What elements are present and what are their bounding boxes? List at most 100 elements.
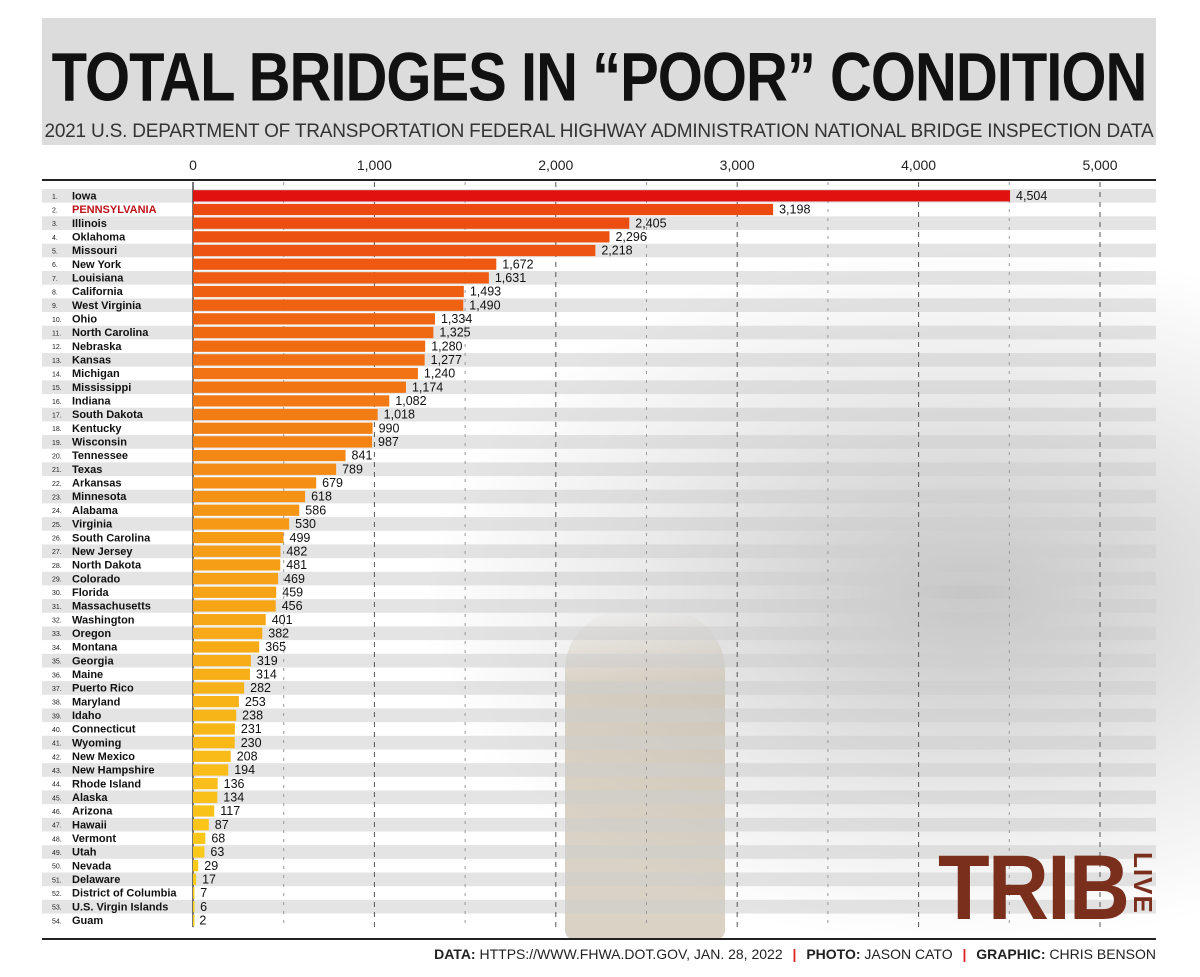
category-label: Massachusetts xyxy=(72,601,151,613)
bar xyxy=(193,408,378,421)
rank-label: 42. xyxy=(52,754,62,761)
bar xyxy=(193,518,290,530)
rank-label: 8. xyxy=(52,289,58,296)
category-label: Ohio xyxy=(72,314,97,326)
category-label: North Carolina xyxy=(72,327,149,339)
value-label: 382 xyxy=(268,626,289,640)
value-label: 231 xyxy=(241,722,262,736)
category-label: West Virginia xyxy=(72,300,142,312)
bar xyxy=(193,873,197,885)
rank-label: 33. xyxy=(52,631,62,638)
category-label: Florida xyxy=(72,587,110,599)
row-stripe xyxy=(42,817,1156,832)
row-stripe xyxy=(42,626,1156,641)
category-label: Wyoming xyxy=(72,737,121,749)
value-label: 63 xyxy=(210,845,224,859)
rank-label: 32. xyxy=(52,618,62,625)
bar xyxy=(193,723,235,735)
rank-label: 40. xyxy=(52,727,62,734)
x-tick-label: 3,000 xyxy=(720,157,755,173)
value-label: 68 xyxy=(211,831,225,845)
category-label: Utah xyxy=(72,847,97,859)
rank-label: 22. xyxy=(52,481,62,488)
value-label: 679 xyxy=(322,476,343,490)
category-label: Tennessee xyxy=(72,450,128,462)
rank-label: 18. xyxy=(52,426,62,433)
rank-label: 25. xyxy=(52,522,62,529)
bar xyxy=(193,258,497,270)
category-label: Puerto Rico xyxy=(72,683,134,695)
bar xyxy=(193,449,346,462)
x-tick-label: 1,000 xyxy=(357,157,392,173)
category-label: Connecticut xyxy=(72,724,136,736)
chart-subtitle: 2021 U.S. DEPARTMENT OF TRANSPORTATION F… xyxy=(44,121,1154,142)
rank-label: 31. xyxy=(52,604,62,611)
rank-label: 2. xyxy=(52,207,58,214)
bar xyxy=(193,832,206,844)
rank-label: 1. xyxy=(52,194,58,201)
category-label: District of Columbia xyxy=(72,888,177,900)
value-label: 1,277 xyxy=(431,353,462,367)
rank-label: 26. xyxy=(52,536,62,543)
row-stripe xyxy=(42,790,1156,805)
bar xyxy=(193,559,281,571)
value-label: 134 xyxy=(223,790,244,804)
category-label: Wisconsin xyxy=(72,437,127,449)
value-label: 469 xyxy=(284,572,305,586)
value-label: 1,490 xyxy=(469,298,500,312)
category-label: Texas xyxy=(72,464,102,476)
value-label: 530 xyxy=(295,517,316,531)
value-label: 29 xyxy=(204,859,218,873)
rank-label: 12. xyxy=(52,344,62,351)
category-label: North Dakota xyxy=(72,560,142,572)
category-label: Kentucky xyxy=(72,423,122,435)
row-stripe xyxy=(42,599,1156,613)
rank-label: 46. xyxy=(52,809,62,816)
x-tick-label: 2,000 xyxy=(538,157,573,173)
category-label: Louisiana xyxy=(72,273,124,285)
bar xyxy=(193,572,279,585)
category-label: New Mexico xyxy=(72,751,135,763)
rank-label: 52. xyxy=(52,891,62,898)
rank-label: 23. xyxy=(52,495,62,502)
value-label: 365 xyxy=(265,640,286,654)
bar xyxy=(193,381,406,393)
photo-credit-value: JASON CATO xyxy=(864,946,953,962)
rank-label: 6. xyxy=(52,262,58,269)
bar xyxy=(193,750,231,762)
rank-label: 47. xyxy=(52,823,62,830)
footer-separator: | xyxy=(792,946,797,962)
category-label: California xyxy=(72,286,124,298)
category-label: Illinois xyxy=(72,218,107,230)
category-label: Maine xyxy=(72,669,103,681)
rank-label: 7. xyxy=(52,276,58,283)
rank-label: 29. xyxy=(52,577,62,584)
rank-label: 39. xyxy=(52,713,62,720)
rank-label: 41. xyxy=(52,741,62,748)
value-label: 401 xyxy=(272,613,293,627)
value-label: 117 xyxy=(220,804,240,818)
rank-label: 15. xyxy=(52,385,62,392)
rank-label: 36. xyxy=(52,672,62,679)
value-label: 987 xyxy=(378,435,399,449)
value-label: 2,218 xyxy=(601,244,632,258)
bar xyxy=(193,422,373,434)
bar xyxy=(193,231,610,243)
bar xyxy=(193,340,426,352)
rank-label: 30. xyxy=(52,590,62,597)
bar xyxy=(193,860,199,872)
value-label: 194 xyxy=(234,763,255,777)
category-label: Arkansas xyxy=(72,478,122,490)
bar xyxy=(193,326,434,339)
category-label: New Hampshire xyxy=(72,765,155,777)
value-label: 230 xyxy=(241,736,262,750)
bar xyxy=(193,463,337,475)
value-label: 314 xyxy=(256,667,277,681)
row-stripe xyxy=(42,653,1156,668)
value-label: 208 xyxy=(237,749,258,763)
category-label: New Jersey xyxy=(72,546,133,558)
rank-label: 44. xyxy=(52,782,62,789)
bar xyxy=(193,190,1011,202)
rank-label: 13. xyxy=(52,358,62,365)
bar xyxy=(193,791,218,803)
